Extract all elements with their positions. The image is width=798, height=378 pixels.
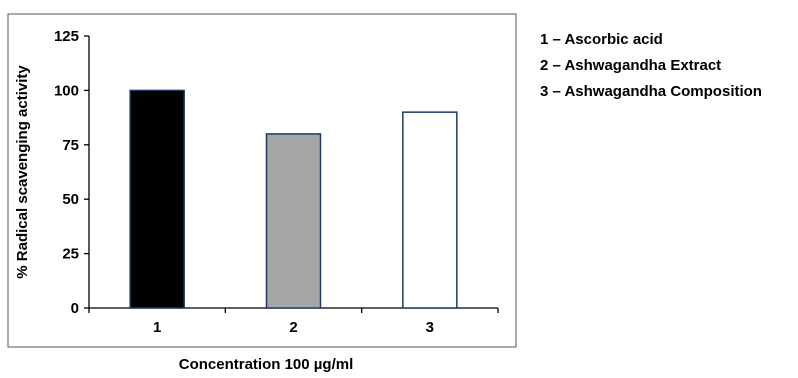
bar-2	[265, 133, 322, 309]
x-tick-label-1: 1	[153, 319, 161, 336]
y-axis-title: % Radical scavenging activity	[14, 65, 31, 279]
y-tick-label-5: 125	[54, 28, 79, 45]
legend-item-2: 2 – Ashwagandha Extract	[540, 57, 722, 74]
y-tick-label-3: 75	[62, 137, 79, 154]
legend-item-1: 1 – Ascorbic acid	[540, 31, 663, 48]
x-tick-label-2: 2	[289, 319, 297, 336]
y-tick-label-4: 100	[54, 82, 79, 99]
legend: 1 – Ascorbic acid 2 – Ashwagandha Extrac…	[540, 27, 762, 105]
y-tick-label-1: 25	[62, 246, 79, 263]
y-tick-label-2: 50	[62, 191, 79, 208]
x-tick-label-3: 3	[426, 319, 434, 336]
y-tick-label-0: 0	[71, 300, 79, 317]
x-axis-title: Concentration 100 µg/ml	[179, 356, 354, 373]
bar-3	[402, 111, 458, 309]
bar-1	[129, 89, 185, 309]
legend-item-3: 3 – Ashwagandha Composition	[540, 83, 762, 100]
